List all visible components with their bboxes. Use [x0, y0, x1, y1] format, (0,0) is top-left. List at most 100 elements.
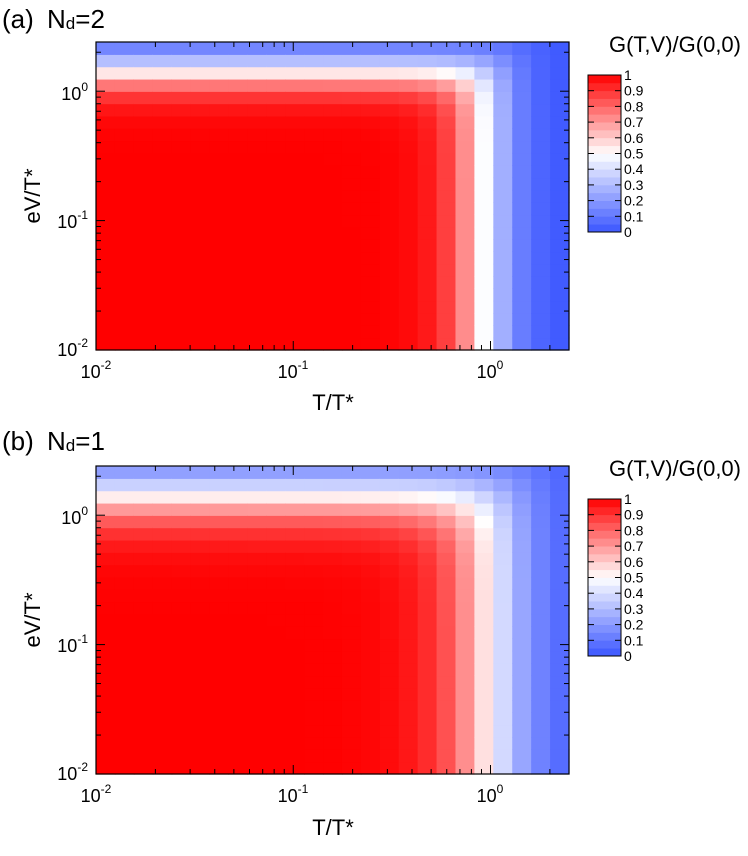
colorbar-band	[588, 624, 621, 633]
heatmap-cell	[455, 140, 475, 154]
heatmap-cell	[323, 527, 343, 541]
heatmap-cell	[512, 749, 532, 763]
heatmap-cell	[360, 300, 381, 314]
heatmap-cell	[512, 239, 532, 253]
heatmap-cell	[323, 239, 343, 253]
heatmap-cell	[455, 613, 475, 627]
heatmap-cell	[266, 202, 286, 216]
heatmap-cell	[304, 712, 324, 726]
heatmap-cell	[474, 601, 494, 615]
heatmap-cell	[512, 91, 532, 105]
heatmap-cell	[266, 724, 286, 738]
heatmap-cell	[114, 165, 135, 179]
heatmap-cell	[228, 601, 248, 615]
panel-b-label: (b)	[2, 426, 34, 456]
heatmap-cell	[323, 761, 343, 775]
colorbar-band	[588, 177, 621, 186]
heatmap-cell	[209, 91, 230, 105]
heatmap-cell	[341, 613, 362, 627]
heatmap-cell	[436, 300, 457, 314]
heatmap-cell	[379, 700, 400, 713]
heatmap-cell	[417, 165, 438, 179]
colorbar-tick-label: 0.2	[624, 193, 644, 209]
colorbar-band	[588, 137, 621, 147]
heatmap-cell	[96, 226, 116, 240]
heatmap-cell	[285, 466, 305, 479]
heatmap-cell	[152, 527, 173, 541]
heatmap-cell	[266, 214, 286, 228]
heatmap-cell	[247, 226, 267, 240]
colorbar-tick-label: 0.6	[624, 130, 644, 146]
heatmap-cell	[550, 214, 570, 228]
heatmap-cell	[266, 263, 286, 277]
heatmap-cell	[304, 601, 324, 615]
heatmap-cell	[228, 300, 248, 314]
heatmap-cell	[285, 115, 305, 129]
heatmap-cell	[114, 177, 135, 191]
heatmap-cell	[512, 638, 532, 652]
heatmap-cell	[531, 140, 551, 154]
heatmap-cell	[398, 325, 419, 339]
heatmap-cell	[474, 177, 494, 191]
heatmap-cell	[436, 626, 457, 640]
heatmap-cell	[209, 478, 230, 492]
heatmap-cell	[341, 576, 362, 590]
heatmap-cell	[190, 527, 211, 541]
heatmap-cell	[133, 576, 154, 590]
heatmap-cell	[379, 276, 400, 289]
heatmap-cell	[323, 478, 343, 492]
heatmap-cell	[455, 749, 475, 763]
heatmap-cell	[152, 712, 173, 726]
heatmap-cell	[360, 539, 381, 553]
heatmap-cell	[512, 724, 532, 738]
heatmap-cell	[228, 313, 248, 326]
heatmap-cell	[133, 675, 154, 689]
heatmap-cell	[341, 502, 362, 516]
heatmap-cell	[379, 478, 400, 492]
heatmap-cell	[379, 128, 400, 142]
heatmap-cell	[398, 601, 419, 615]
heatmap-cell	[455, 177, 475, 191]
heatmap-cell	[360, 128, 381, 142]
heatmap-cell	[266, 564, 286, 578]
heatmap-cell	[133, 103, 154, 117]
heatmap-cell	[379, 165, 400, 179]
heatmap-cell	[436, 325, 457, 339]
heatmap-cell	[190, 202, 211, 216]
heatmap-cell	[398, 761, 419, 775]
heatmap-cell	[228, 239, 248, 253]
heatmap-cell	[512, 66, 532, 80]
colorbar-band	[588, 122, 621, 131]
heatmap-cell	[436, 687, 457, 701]
heatmap-cell	[114, 700, 135, 713]
heatmap-cell	[417, 337, 438, 351]
heatmap-cell	[285, 490, 305, 504]
heatmap-cell	[133, 239, 154, 253]
heatmap-cell	[512, 226, 532, 240]
heatmap-cell	[493, 103, 513, 117]
heatmap-cell	[285, 527, 305, 541]
heatmap-cell	[228, 103, 248, 117]
heatmap-cell	[436, 239, 457, 253]
heatmap-cell	[455, 466, 475, 479]
heatmap-cell	[247, 276, 267, 289]
heatmap-cell	[474, 663, 494, 677]
heatmap-cell	[531, 749, 551, 763]
heatmap-cell	[493, 527, 513, 541]
heatmap-cell	[531, 638, 551, 652]
heatmap-cell	[247, 466, 267, 479]
heatmap-cell	[247, 724, 267, 738]
heatmap-cell	[266, 251, 286, 265]
heatmap-cell	[379, 226, 400, 240]
heatmap-cell	[171, 626, 192, 640]
heatmap-cell	[474, 675, 494, 689]
heatmap-cell	[493, 214, 513, 228]
heatmap-cell	[398, 140, 419, 154]
heatmap-cell	[285, 91, 305, 105]
heatmap-cell	[247, 749, 267, 763]
heatmap-cell	[171, 613, 192, 627]
heatmap-cell	[531, 54, 551, 68]
heatmap-cell	[398, 337, 419, 351]
colorbar-tick-label: 0.7	[624, 538, 644, 554]
heatmap-cell	[304, 687, 324, 701]
